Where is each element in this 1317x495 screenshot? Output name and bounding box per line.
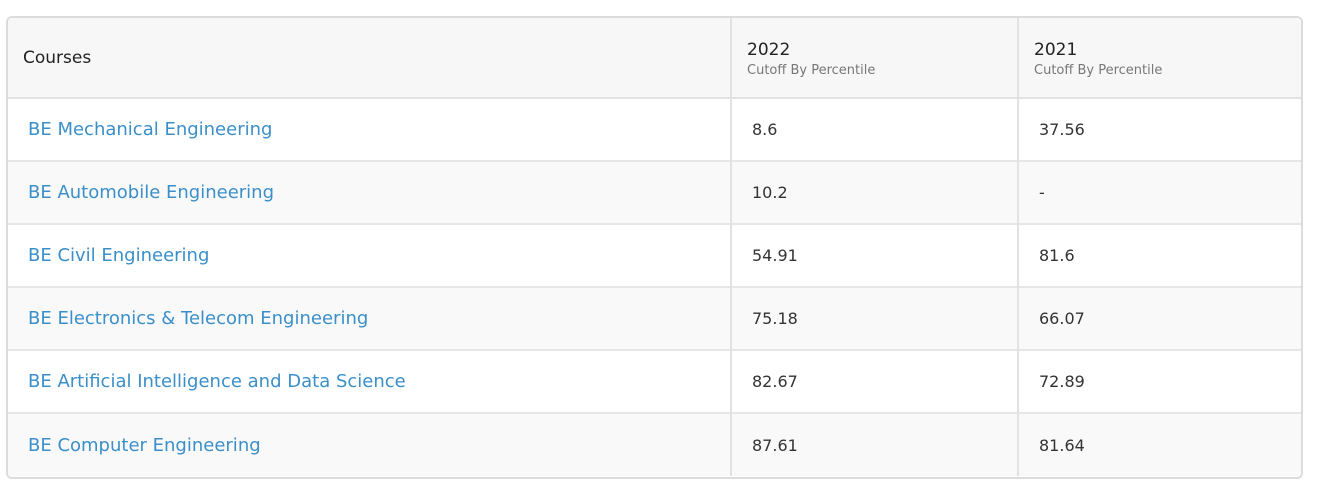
table-header: Courses 2022 Cutoff By Percentile 2021 C… (8, 18, 1301, 99)
cutoff-table-container: Courses 2022 Cutoff By Percentile 2021 C… (6, 16, 1303, 479)
cutoff-2021-cell: 81.64 (1017, 412, 1301, 476)
cutoff-2021-cell: - (1017, 160, 1301, 224)
cutoff-2021-cell: 37.56 (1017, 98, 1301, 161)
cutoff-2022-cell: 10.2 (730, 160, 1018, 224)
header-2021-year: 2021 (1034, 39, 1078, 60)
course-link[interactable]: BE Civil Engineering (8, 223, 731, 287)
cutoff-2021-cell: 66.07 (1017, 286, 1301, 350)
course-link[interactable]: BE Artificial Intelligence and Data Scie… (8, 349, 731, 413)
header-2022: 2022 Cutoff By Percentile (730, 18, 1018, 99)
header-2021-subtitle: Cutoff By Percentile (1034, 62, 1163, 78)
table-row: BE Automobile Engineering 10.2 - (8, 160, 1301, 224)
table-row: BE Computer Engineering 87.61 81.64 (8, 412, 1301, 476)
cutoff-2022-cell: 75.18 (730, 286, 1018, 350)
cutoff-2022-cell: 54.91 (730, 223, 1018, 287)
course-link[interactable]: BE Mechanical Engineering (28, 119, 273, 140)
course-link[interactable]: BE Computer Engineering (8, 412, 731, 476)
cutoff-2022-cell: 8.6 (730, 98, 1018, 161)
course-link[interactable]: BE Electronics & Telecom Engineering (8, 286, 731, 350)
header-2022-subtitle: Cutoff By Percentile (747, 62, 876, 78)
header-courses: Courses (8, 18, 731, 99)
header-2021: 2021 Cutoff By Percentile (1017, 18, 1301, 99)
table-row: BE Electronics & Telecom Engineering 75.… (8, 286, 1301, 350)
header-2022-year: 2022 (747, 39, 791, 60)
table-row: BE Civil Engineering 54.91 81.6 (8, 223, 1301, 287)
course-link[interactable]: BE Automobile Engineering (8, 160, 731, 224)
header-row: Courses 2022 Cutoff By Percentile 2021 C… (8, 18, 1301, 99)
cutoff-2022-cell: 87.61 (730, 412, 1018, 476)
cutoff-2022-cell: 82.67 (730, 349, 1018, 413)
cutoff-table: Courses 2022 Cutoff By Percentile 2021 C… (8, 18, 1301, 476)
cutoff-2021-cell: 81.6 (1017, 223, 1301, 287)
cutoff-2021-cell: 72.89 (1017, 349, 1301, 413)
table-row: BE Artificial Intelligence and Data Scie… (8, 349, 1301, 413)
header-courses-label: Courses (23, 47, 92, 68)
table-body: BE Mechanical Engineering 8.6 37.56 BE A… (8, 98, 1301, 476)
table-row: BE Mechanical Engineering 8.6 37.56 (8, 98, 1301, 161)
